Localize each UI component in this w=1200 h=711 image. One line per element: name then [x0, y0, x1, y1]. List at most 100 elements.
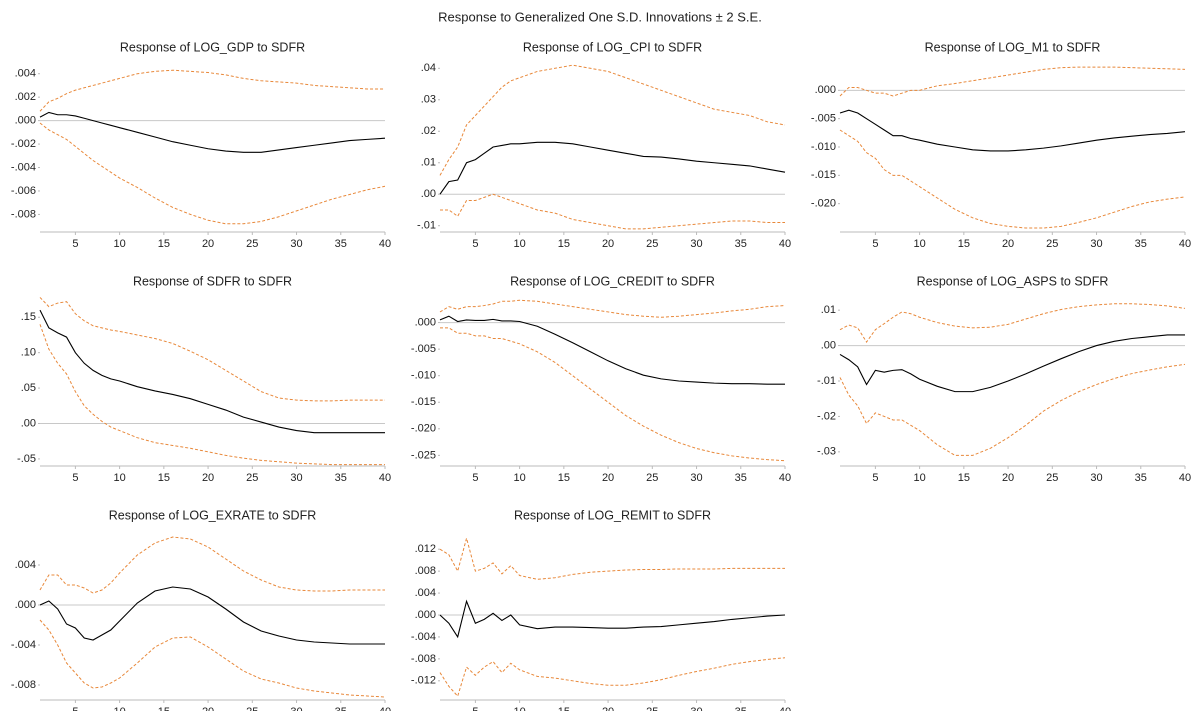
y-tick-label: -.002 [11, 138, 36, 150]
y-tick-label: -.01 [817, 375, 836, 387]
x-tick-label: 40 [779, 472, 791, 484]
x-tick-label: 15 [958, 238, 970, 250]
x-tick-label: 40 [779, 238, 791, 250]
chart-title: Response of LOG_ASPS to SDFR [917, 274, 1109, 288]
figure-title: Response to Generalized One S.D. Innovat… [438, 9, 762, 24]
x-tick-label: 35 [735, 238, 747, 250]
chart-title: Response of LOG_M1 to SDFR [925, 40, 1101, 54]
y-tick-label: .04 [421, 62, 436, 74]
y-tick-label: .00 [421, 188, 436, 200]
chart-title: Response of SDFR to SDFR [133, 274, 292, 288]
x-tick-label: 25 [246, 472, 258, 484]
x-tick-label: 30 [290, 238, 302, 250]
band-line [39, 619, 386, 698]
y-tick-label: -.02 [817, 410, 836, 422]
band-line [39, 297, 385, 402]
y-tick-label: -.004 [411, 631, 436, 643]
y-tick-label: .000 [815, 84, 836, 96]
y-tick-label: .02 [421, 125, 436, 137]
band-line [439, 299, 786, 318]
x-tick-label: 35 [735, 472, 747, 484]
band-line [439, 536, 785, 580]
chart-title: Response of LOG_CREDIT to SDFR [510, 274, 715, 288]
response-line [839, 109, 1186, 152]
x-tick-label: 15 [558, 238, 570, 250]
x-tick-label: 25 [646, 706, 658, 711]
x-tick-label: 40 [379, 706, 391, 711]
x-tick-label: 30 [1090, 238, 1102, 250]
x-tick-label: 5 [872, 472, 878, 484]
y-tick-label: .00 [21, 417, 36, 429]
y-tick-label: -.008 [411, 653, 436, 665]
x-tick-label: 5 [472, 706, 478, 711]
x-tick-label: 20 [202, 238, 214, 250]
x-tick-label: 15 [158, 238, 170, 250]
x-tick-label: 30 [690, 238, 702, 250]
x-tick-label: 40 [779, 706, 791, 711]
x-tick-label: 20 [602, 706, 614, 711]
band-line [440, 327, 786, 462]
x-tick-label: 20 [602, 472, 614, 484]
band-line [839, 129, 1186, 229]
y-tick-label: .004 [15, 559, 36, 571]
y-tick-label: -.01 [417, 220, 436, 232]
x-tick-label: 30 [690, 472, 702, 484]
y-tick-label: .000 [415, 609, 436, 621]
y-tick-label: -.010 [411, 370, 436, 382]
band-line [440, 193, 785, 230]
x-tick-label: 25 [246, 238, 258, 250]
x-tick-label: 25 [246, 706, 258, 711]
y-tick-label: -.015 [811, 169, 836, 181]
y-tick-label: -.03 [817, 446, 836, 458]
y-tick-label: -.004 [11, 161, 36, 173]
x-tick-label: 25 [1046, 238, 1058, 250]
x-tick-label: 10 [913, 238, 925, 250]
y-tick-label: -.010 [811, 141, 836, 153]
x-tick-label: 5 [72, 706, 78, 711]
x-tick-label: 10 [113, 472, 125, 484]
y-tick-label: .01 [821, 304, 836, 316]
x-tick-label: 15 [158, 706, 170, 711]
y-tick-label: .002 [15, 91, 36, 103]
response-line [839, 334, 1185, 393]
x-tick-label: 5 [472, 238, 478, 250]
x-tick-label: 35 [1135, 472, 1147, 484]
x-tick-label: 15 [958, 472, 970, 484]
y-tick-label: .03 [421, 94, 436, 106]
x-tick-label: 20 [1002, 472, 1014, 484]
x-tick-label: 40 [379, 472, 391, 484]
y-tick-label: .00 [821, 339, 836, 351]
x-tick-label: 40 [1179, 238, 1191, 250]
y-tick-label: .000 [15, 599, 36, 611]
x-tick-label: 30 [290, 472, 302, 484]
y-tick-label: -.025 [411, 449, 436, 461]
x-tick-label: 15 [558, 472, 570, 484]
band-line [839, 66, 1186, 97]
response-line [39, 111, 386, 153]
chart-title: Response of LOG_EXRATE to SDFR [109, 508, 317, 522]
band-line [839, 303, 1186, 343]
x-tick-label: 30 [690, 706, 702, 711]
x-tick-label: 20 [202, 706, 214, 711]
y-tick-label: .008 [415, 565, 436, 577]
x-tick-label: 10 [513, 472, 525, 484]
response-line [439, 315, 785, 385]
band-line [39, 324, 385, 466]
x-tick-label: 35 [335, 238, 347, 250]
response-line [39, 309, 385, 434]
x-tick-label: 25 [646, 472, 658, 484]
x-tick-label: 35 [335, 706, 347, 711]
x-tick-label: 40 [1179, 472, 1191, 484]
y-tick-label: .01 [421, 157, 436, 169]
x-tick-label: 20 [1002, 238, 1014, 250]
y-tick-label: -.015 [411, 396, 436, 408]
x-tick-label: 15 [158, 472, 170, 484]
x-tick-label: 10 [513, 238, 525, 250]
y-tick-label: -.020 [411, 423, 436, 435]
x-tick-label: 30 [290, 706, 302, 711]
y-tick-label: -.005 [811, 113, 836, 125]
band-line [839, 363, 1186, 456]
y-tick-label: -.020 [811, 198, 836, 210]
y-tick-label: -.005 [411, 343, 436, 355]
